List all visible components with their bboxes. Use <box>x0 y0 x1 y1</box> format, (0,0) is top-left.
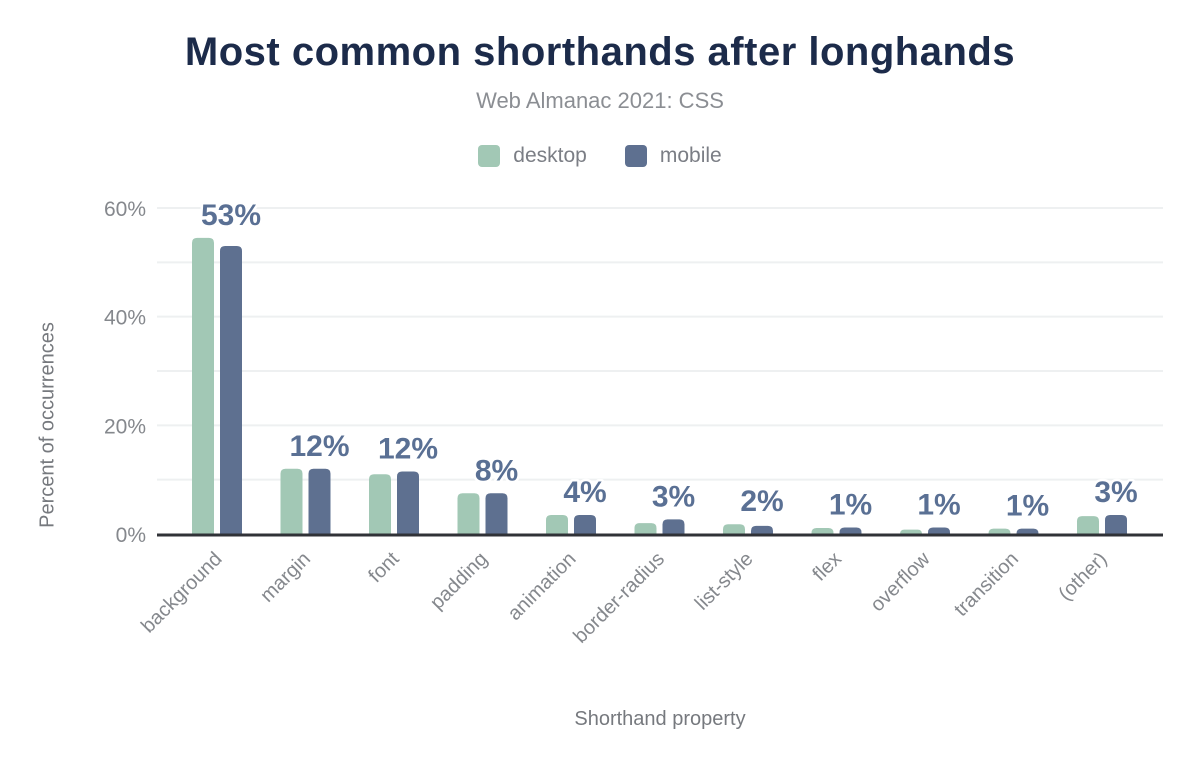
bar-mobile-flex <box>839 527 862 534</box>
legend-label-mobile: mobile <box>659 144 722 167</box>
bar-mobile-transition <box>1016 528 1039 534</box>
data-label-overflow: 1% <box>917 488 960 521</box>
data-label-margin: 12% <box>289 430 349 463</box>
bar-desktop-animation <box>546 514 568 534</box>
x-tick-animation: animation <box>504 548 581 625</box>
bar-mobile-border-radius <box>662 519 685 534</box>
bar-desktop-list-style <box>723 524 745 534</box>
bar-desktop-font <box>369 474 391 534</box>
bar-desktop-overflow <box>900 529 922 534</box>
data-label-list-style: 2% <box>740 485 783 518</box>
x-tick-margin: margin <box>256 548 315 607</box>
x-tick-transition: transition <box>950 548 1023 621</box>
y-axis-title: Percent of occurrences <box>36 322 59 528</box>
legend: desktop mobile <box>0 144 1200 168</box>
bar-mobile-list-style <box>751 525 773 534</box>
bar-desktop-background <box>192 237 214 534</box>
data-label-(other): 3% <box>1094 476 1137 509</box>
x-tick-flex: flex <box>808 548 846 586</box>
data-label-border-radius: 3% <box>652 480 695 513</box>
bar-desktop-transition <box>988 528 1011 534</box>
legend-swatch-desktop <box>478 145 501 167</box>
bar-desktop-flex <box>811 528 834 534</box>
data-label-flex: 1% <box>829 488 872 521</box>
bar-desktop-margin <box>280 468 303 534</box>
x-tick-overflow: overflow <box>866 548 935 617</box>
bar-desktop-padding <box>457 493 480 534</box>
x-tick-(other): (other) <box>1054 548 1111 605</box>
chart-title: Most common shorthands after longhands <box>184 30 1016 74</box>
legend-item-desktop: desktop <box>478 144 587 168</box>
bar-desktop-border-radius <box>634 523 657 534</box>
y-tick-20%: 20% <box>104 415 146 438</box>
bar-desktop-(other) <box>1077 516 1099 534</box>
bar-mobile-animation <box>574 514 596 534</box>
bar-mobile-overflow <box>928 527 950 534</box>
bar-mobile-(other) <box>1105 514 1127 534</box>
legend-swatch-mobile <box>624 145 647 167</box>
x-axis-title: Shorthand property <box>574 708 746 730</box>
bar-mobile-margin <box>308 468 331 534</box>
data-label-padding: 8% <box>475 454 518 487</box>
data-label-transition: 1% <box>1006 490 1049 523</box>
bar-mobile-font <box>397 471 419 534</box>
bar-mobile-background <box>220 246 242 535</box>
x-tick-font: font <box>364 548 403 587</box>
data-label-font: 12% <box>378 433 438 466</box>
legend-label-desktop: desktop <box>513 144 587 167</box>
x-tick-border-radius: border-radius <box>569 548 669 648</box>
data-label-background: 53% <box>201 199 261 232</box>
x-tick-list-style: list-style <box>691 548 758 615</box>
data-label-animation: 4% <box>563 476 606 509</box>
x-tick-background: background <box>137 548 226 637</box>
y-tick-0%: 0% <box>116 524 146 547</box>
x-tick-padding: padding <box>426 548 492 614</box>
bar-mobile-padding <box>485 493 508 534</box>
y-tick-40%: 40% <box>104 307 146 330</box>
y-tick-60%: 60% <box>104 198 146 221</box>
legend-item-mobile: mobile <box>624 144 722 168</box>
chart-subtitle: Web Almanac 2021: CSS <box>476 88 724 113</box>
